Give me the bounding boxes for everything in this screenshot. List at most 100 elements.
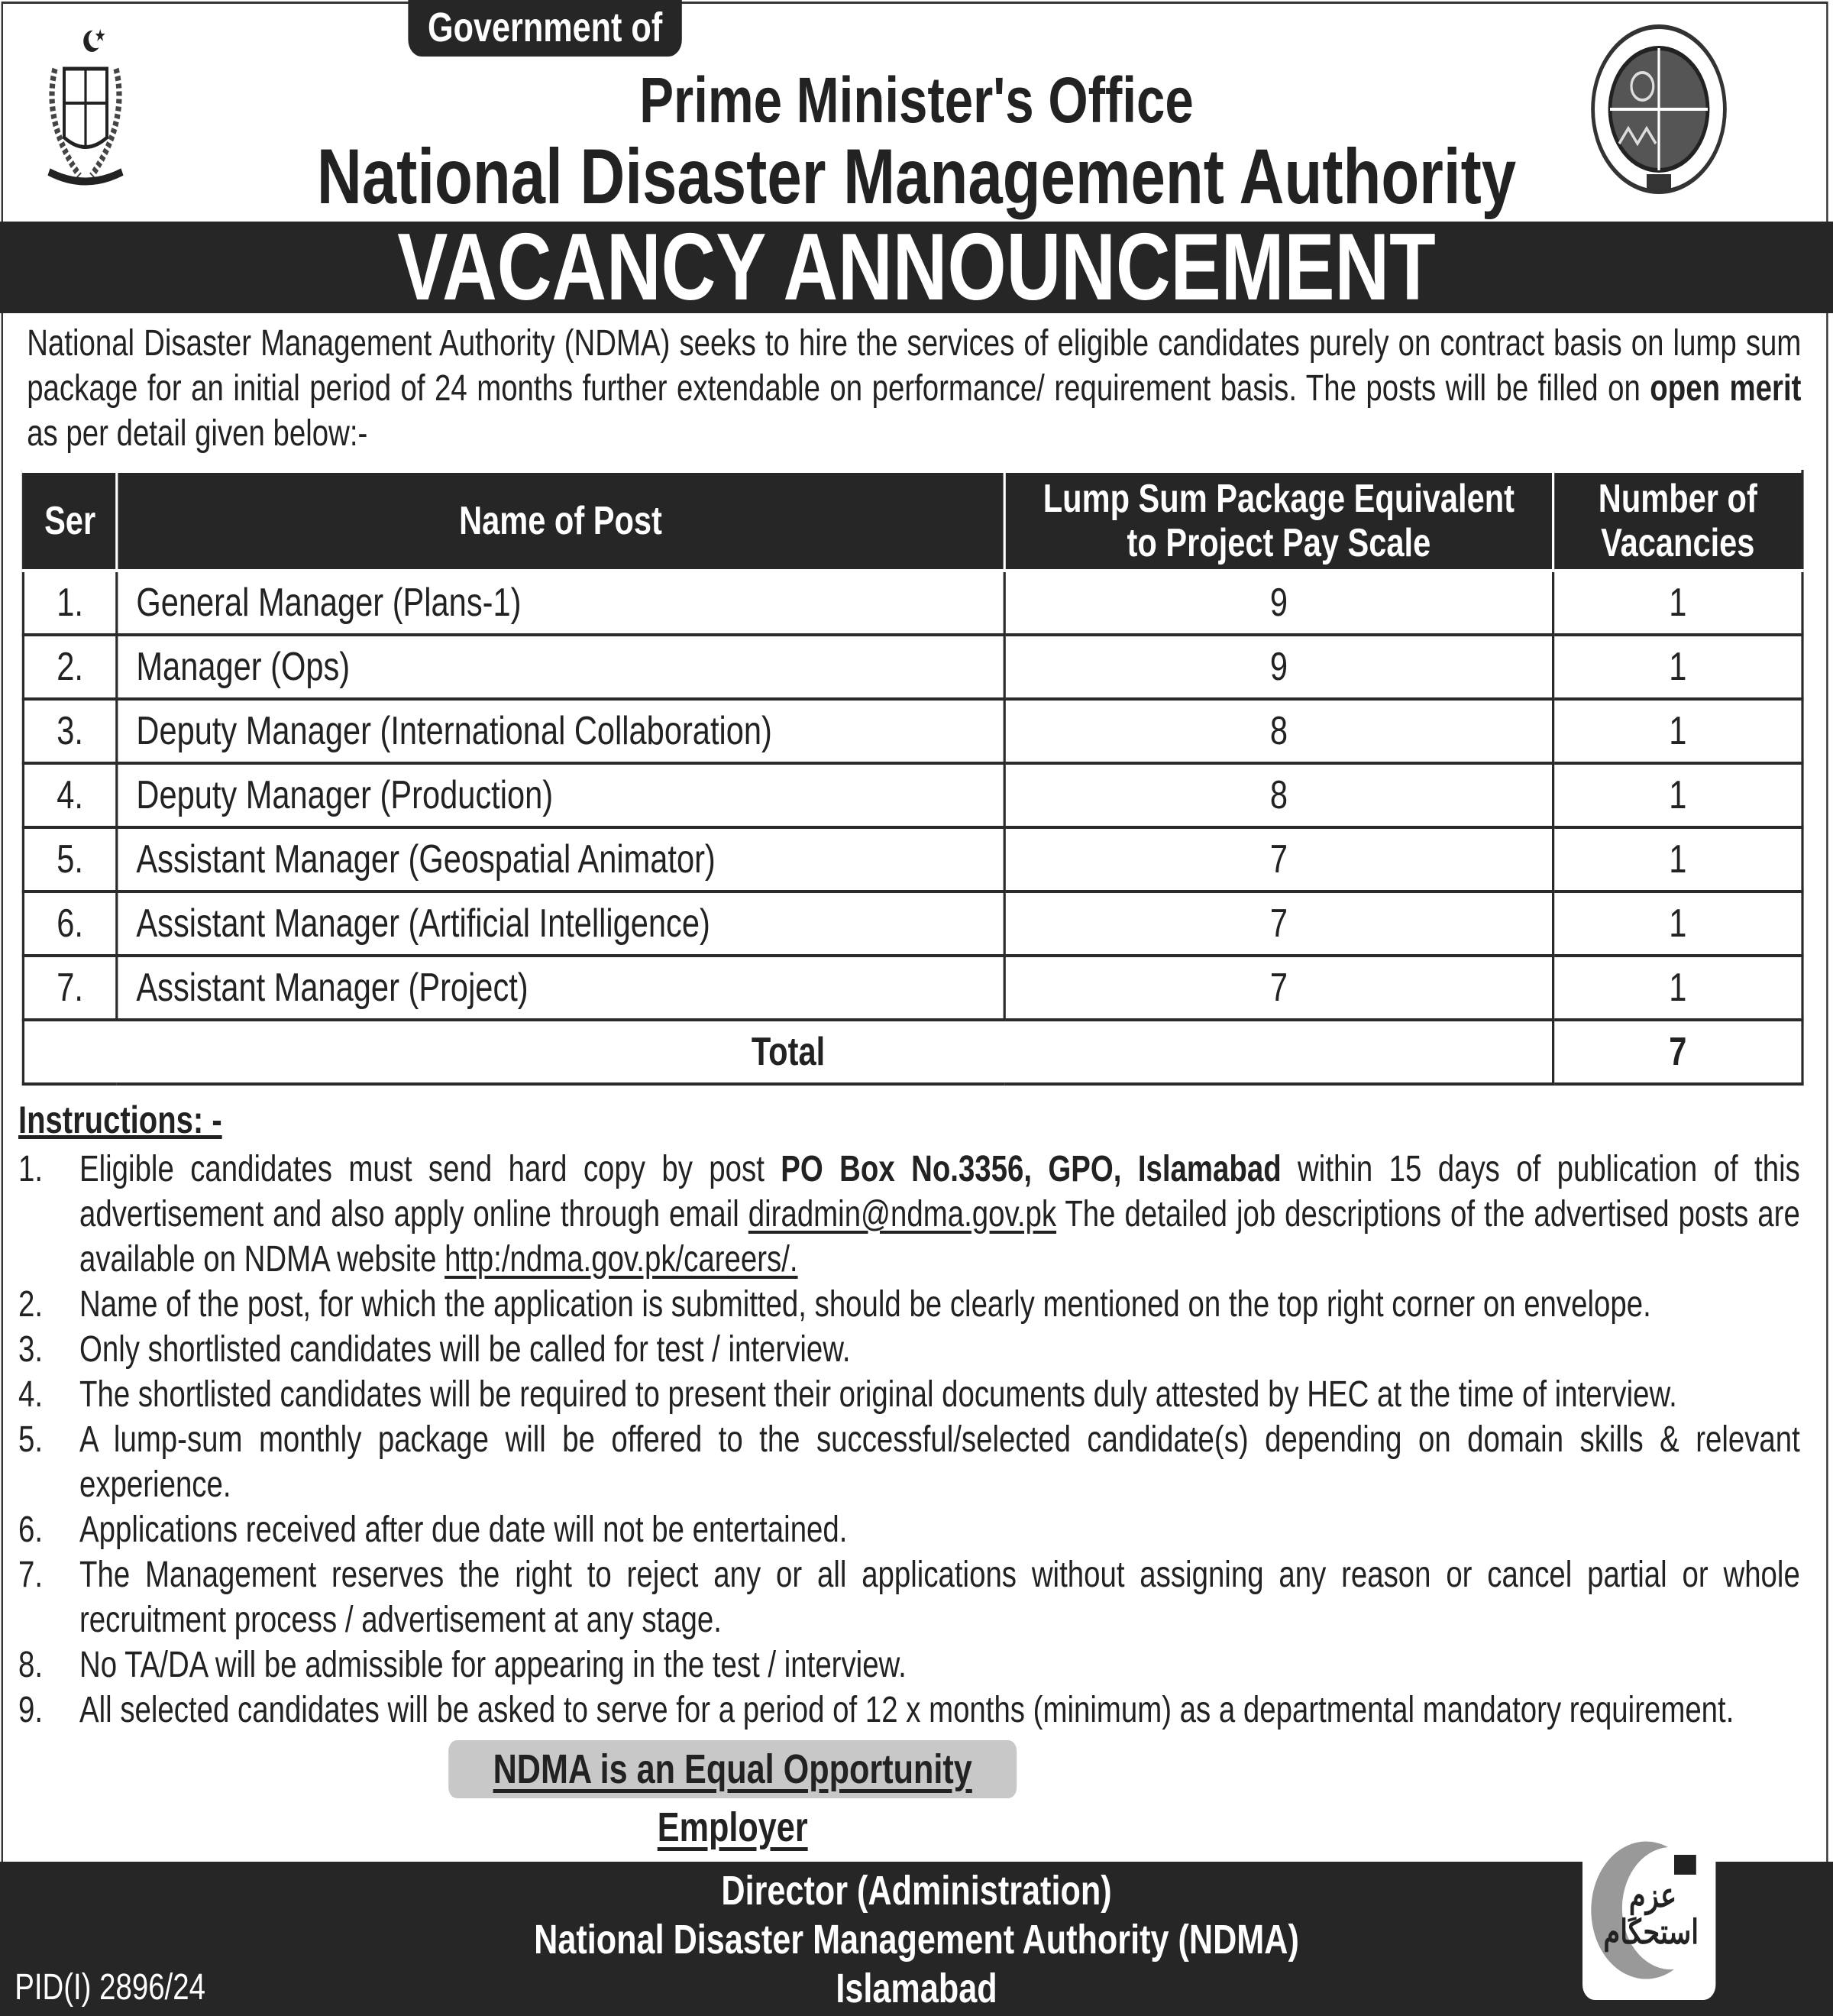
intro-text: National Disaster Management Authority (… (27, 323, 1802, 409)
cell-post: Assistant Manager (Project) (115, 954, 1006, 1021)
state-emblem-icon (47, 29, 124, 186)
cell-ser: 6. (21, 890, 118, 957)
cell-package: 8 (1003, 697, 1555, 765)
instruction-item: 1. Eligible candidates must send hard cop… (18, 1147, 1800, 1282)
instruction-text: Eligible candidates must send hard copy … (79, 1149, 781, 1189)
table-header-row: Ser Name of Post Lump Sum Package Equiva… (21, 470, 1804, 572)
instruction-text: All selected candidates will be asked to… (79, 1690, 1734, 1730)
pid-number: PID(I) 2896/24 (15, 1967, 205, 2008)
instruction-item: 5. A lump-sum monthly package will be off… (18, 1417, 1800, 1507)
cell-package: 7 (1003, 954, 1555, 1021)
intro-bold: open merit (1650, 368, 1802, 409)
cell-post: Assistant Manager (Geospatial Animator) (115, 826, 1006, 893)
cell-package: 8 (1003, 762, 1555, 829)
cell-vacancies: 1 (1551, 954, 1804, 1021)
cell-ser: 3. (21, 697, 118, 765)
slogan-text: عزمِ استحکام (1603, 1877, 1699, 1951)
cell-post: Assistant Manager (Artificial Intelligen… (115, 890, 1006, 957)
instruction-number: 5. (18, 1419, 44, 1460)
footer-designation: Director (Administration) (721, 1868, 1112, 1914)
footer-organization: National Disaster Management Authority (… (534, 1917, 1299, 1963)
cell-ser: 7. (21, 954, 118, 1021)
intro-paragraph: National Disaster Management Authority (… (27, 321, 1801, 456)
instruction-number: 1. (18, 1149, 44, 1189)
instruction-item: 9. All selected candidates will be asked … (18, 1688, 1800, 1733)
authority-title: National Disaster Management Authority (316, 133, 1517, 220)
instruction-number: 2. (18, 1284, 44, 1325)
cell-ser: 1. (21, 569, 118, 636)
equal-opportunity-text: NDMA is an Equal Opportunity Employer (493, 1746, 972, 1850)
table-row: 5. Assistant Manager (Geospatial Animator… (21, 826, 1804, 893)
instruction-number: 9. (18, 1690, 44, 1730)
instruction-number: 6. (18, 1510, 44, 1550)
instructions-heading: Instructions: - (18, 1099, 222, 1141)
ndma-logo-icon (1591, 24, 1727, 194)
instruction-text: Name of the post, for which the applicat… (79, 1284, 1651, 1325)
cell-package: 7 (1003, 826, 1555, 893)
table-row: 1. General Manager (Plans-1) 9 1 (21, 569, 1804, 636)
total-row: Total 7 (21, 1018, 1804, 1086)
cell-vacancies: 1 (1551, 633, 1804, 701)
table-row: 7. Assistant Manager (Project) 7 1 (21, 954, 1804, 1021)
instruction-item: 3. Only shortlisted candidates will be ca… (18, 1327, 1800, 1372)
instructions-list: 1. Eligible candidates must send hard cop… (18, 1147, 1800, 1733)
cell-package: 7 (1003, 890, 1555, 957)
intro-text-end: as per detail given below:- (27, 413, 368, 454)
vacancy-table: Ser Name of Post Lump Sum Package Equiva… (21, 470, 1804, 1086)
email-link[interactable]: diradmin@ndma.gov.pk (748, 1194, 1057, 1235)
vacancy-banner: VACANCY ANNOUNCEMENT (0, 222, 1833, 313)
footer-city: Islamabad (836, 1966, 997, 2011)
equal-opportunity-badge: NDMA is an Equal Opportunity Employer (448, 1740, 1017, 1850)
instruction-text: The detailed job descriptions of the adv… (79, 1194, 1800, 1280)
instruction-item: 6. Applications received after due date w… (18, 1507, 1800, 1552)
header-vacancies: Number of Vacancies (1551, 470, 1804, 572)
instruction-text: No TA/DA will be admissible for appearin… (79, 1645, 907, 1685)
instruction-item: 8. No TA/DA will be admissible for appear… (18, 1642, 1800, 1688)
cell-ser: 2. (21, 633, 118, 701)
cell-post: General Manager (Plans-1) (115, 569, 1006, 636)
instruction-text: A lump-sum monthly package will be offer… (79, 1419, 1800, 1505)
azm-e-istehkam-logo: عزمِ استحکام (1582, 1817, 1716, 2000)
government-label: Government of Pakistan (408, 0, 682, 105)
table-row: 2. Manager (Ops) 9 1 (21, 633, 1804, 701)
header-post: Name of Post (115, 470, 1006, 572)
cell-vacancies: 1 (1551, 697, 1804, 765)
cell-vacancies: 1 (1551, 826, 1804, 893)
instruction-item: 2. Name of the post, for which the applic… (18, 1282, 1800, 1327)
instruction-text: within 15 days of publication of this ad… (79, 1149, 1800, 1235)
instruction-number: 4. (18, 1374, 44, 1415)
instruction-number: 7. (18, 1555, 44, 1595)
cell-post: Deputy Manager (International Collaborat… (115, 697, 1006, 765)
header-package: Lump Sum Package Equivalent to Project P… (1003, 470, 1555, 572)
table-row: 6. Assistant Manager (Artificial Intellig… (21, 890, 1804, 957)
instruction-text: The shortlisted candidates will be requi… (79, 1374, 1677, 1415)
instruction-text: Only shortlisted candidates will be call… (79, 1329, 851, 1370)
po-box: PO Box No.3356, GPO, Islamabad (781, 1149, 1282, 1189)
instruction-item: 4. The shortlisted candidates will be req… (18, 1372, 1800, 1417)
table-row: 4. Deputy Manager (Production) 8 1 (21, 762, 1804, 829)
cell-post: Deputy Manager (Production) (115, 762, 1006, 829)
header-ser: Ser (21, 470, 118, 572)
total-value: 7 (1551, 1018, 1804, 1086)
total-label: Total (21, 1018, 1555, 1086)
cell-ser: 4. (21, 762, 118, 829)
instruction-text: The Management reserves the right to rej… (79, 1555, 1800, 1640)
table-row: 3. Deputy Manager (International Collabor… (21, 697, 1804, 765)
cell-vacancies: 1 (1551, 762, 1804, 829)
office-title: Prime Minister's Office (639, 64, 1194, 136)
instruction-number: 3. (18, 1329, 44, 1370)
footer: Director (Administration) National Disas… (0, 1862, 1833, 2016)
crescent-icon (1591, 1841, 1696, 1979)
cell-package: 9 (1003, 633, 1555, 701)
instruction-item: 7. The Management reserves the right to r… (18, 1552, 1800, 1642)
cell-package: 9 (1003, 569, 1555, 636)
cell-vacancies: 1 (1551, 569, 1804, 636)
cell-post: Manager (Ops) (115, 633, 1006, 701)
cell-ser: 5. (21, 826, 118, 893)
instruction-number: 8. (18, 1645, 44, 1685)
main-content: National Disaster Management Authority (… (0, 321, 1833, 1858)
cell-vacancies: 1 (1551, 890, 1804, 957)
website-link[interactable]: http:/ndma.gov.pk/careers/. (445, 1239, 798, 1280)
instruction-text: Applications received after due date wil… (79, 1510, 848, 1550)
